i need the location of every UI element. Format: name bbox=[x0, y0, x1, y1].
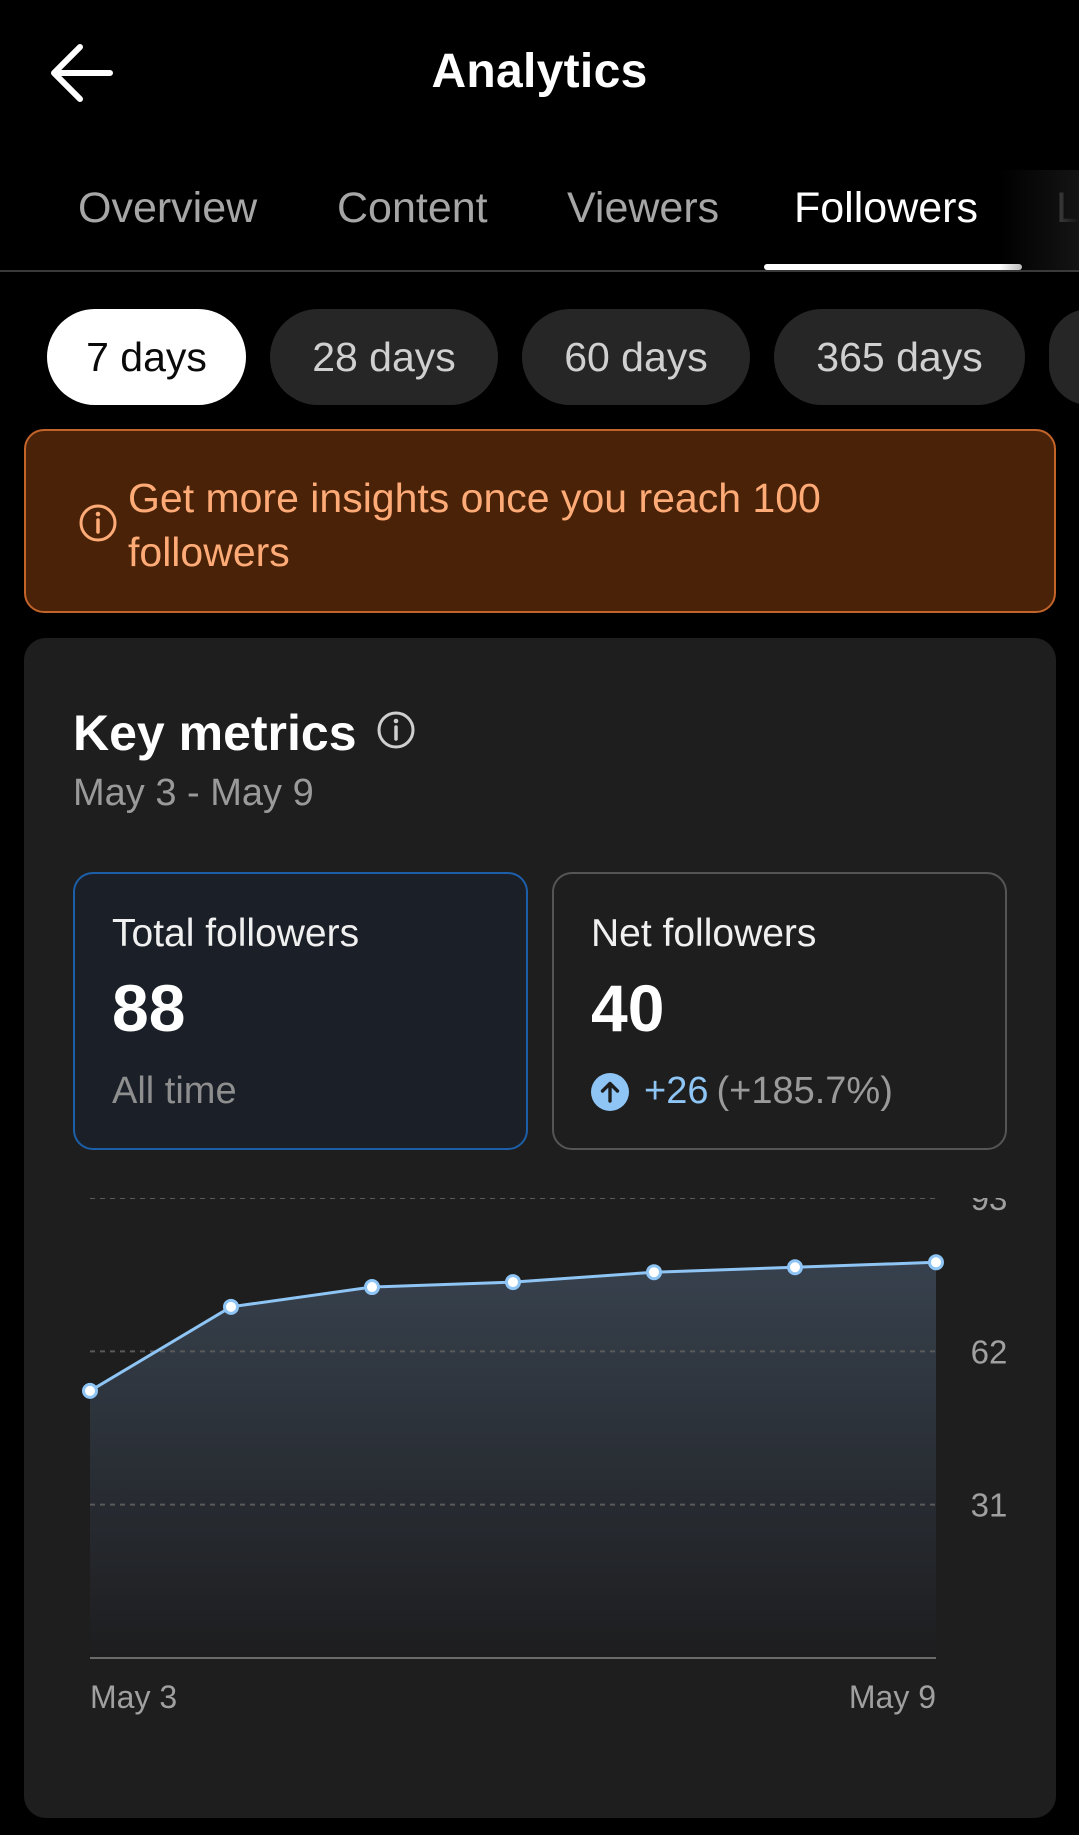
data-point bbox=[505, 1274, 521, 1291]
y-tick-label: 93 bbox=[971, 1198, 1008, 1217]
data-point bbox=[928, 1254, 944, 1271]
x-tick-label: May 3 bbox=[90, 1679, 177, 1715]
info-icon[interactable] bbox=[376, 710, 416, 750]
tab-bar: Overview Content Viewers Followers L bbox=[0, 170, 1079, 272]
data-point bbox=[787, 1259, 803, 1276]
delta-value: +26 bbox=[644, 1070, 709, 1112]
tab-overview[interactable]: Overview bbox=[78, 184, 258, 232]
period-chip-365-days[interactable]: 365 days bbox=[774, 309, 1025, 405]
arrow-left-icon[interactable] bbox=[44, 40, 124, 106]
date-range: May 3 - May 9 bbox=[73, 772, 314, 814]
banner-message: Get more insights once you reach 100 fol… bbox=[128, 475, 821, 575]
tabs-scroll-fade bbox=[999, 170, 1079, 270]
tab-followers[interactable]: Followers bbox=[794, 184, 978, 232]
chart-area-fill bbox=[90, 1262, 936, 1658]
tab-content[interactable]: Content bbox=[337, 184, 488, 232]
x-tick-label: May 9 bbox=[849, 1679, 936, 1715]
period-chip-60-days[interactable]: 60 days bbox=[522, 309, 750, 405]
info-icon bbox=[79, 504, 117, 542]
total-followers-card[interactable]: Total followers 88 All time bbox=[73, 872, 528, 1150]
tab-viewers[interactable]: Viewers bbox=[567, 184, 720, 232]
data-point bbox=[364, 1279, 380, 1296]
metric-label: Net followers bbox=[591, 912, 817, 955]
metric-value: 40 bbox=[591, 971, 665, 1045]
arrow-up-circle-icon bbox=[591, 1072, 629, 1111]
delta-percent: (+185.7%) bbox=[716, 1070, 893, 1112]
metric-label: Total followers bbox=[112, 912, 360, 955]
data-point bbox=[82, 1382, 98, 1399]
page-title: Analytics bbox=[431, 45, 648, 98]
y-tick-label: 62 bbox=[971, 1333, 1008, 1370]
active-tab-indicator bbox=[764, 264, 1022, 270]
period-chip-7-days[interactable]: 7 days bbox=[47, 309, 246, 405]
data-point bbox=[223, 1298, 239, 1315]
metric-delta: +26 (+185.7%) bbox=[591, 1070, 893, 1113]
insights-banner: Get more insights once you reach 100 fol… bbox=[24, 429, 1056, 613]
period-chip-partial[interactable] bbox=[1049, 309, 1079, 405]
data-point bbox=[646, 1264, 662, 1281]
period-chip-28-days[interactable]: 28 days bbox=[270, 309, 498, 405]
followers-chart: 93 62 31 May 3 May 9 bbox=[82, 1198, 1008, 1715]
key-metrics-title: Key metrics bbox=[73, 705, 357, 761]
net-followers-card[interactable]: Net followers 40 +26 (+185.7%) bbox=[552, 872, 1007, 1150]
metric-value: 88 bbox=[112, 971, 186, 1045]
y-tick-label: 31 bbox=[971, 1487, 1008, 1524]
metric-subtext: All time bbox=[112, 1070, 237, 1112]
header: Analytics bbox=[0, 0, 1079, 145]
key-metrics-card: Key metrics May 3 - May 9 Total follower… bbox=[24, 638, 1056, 1818]
